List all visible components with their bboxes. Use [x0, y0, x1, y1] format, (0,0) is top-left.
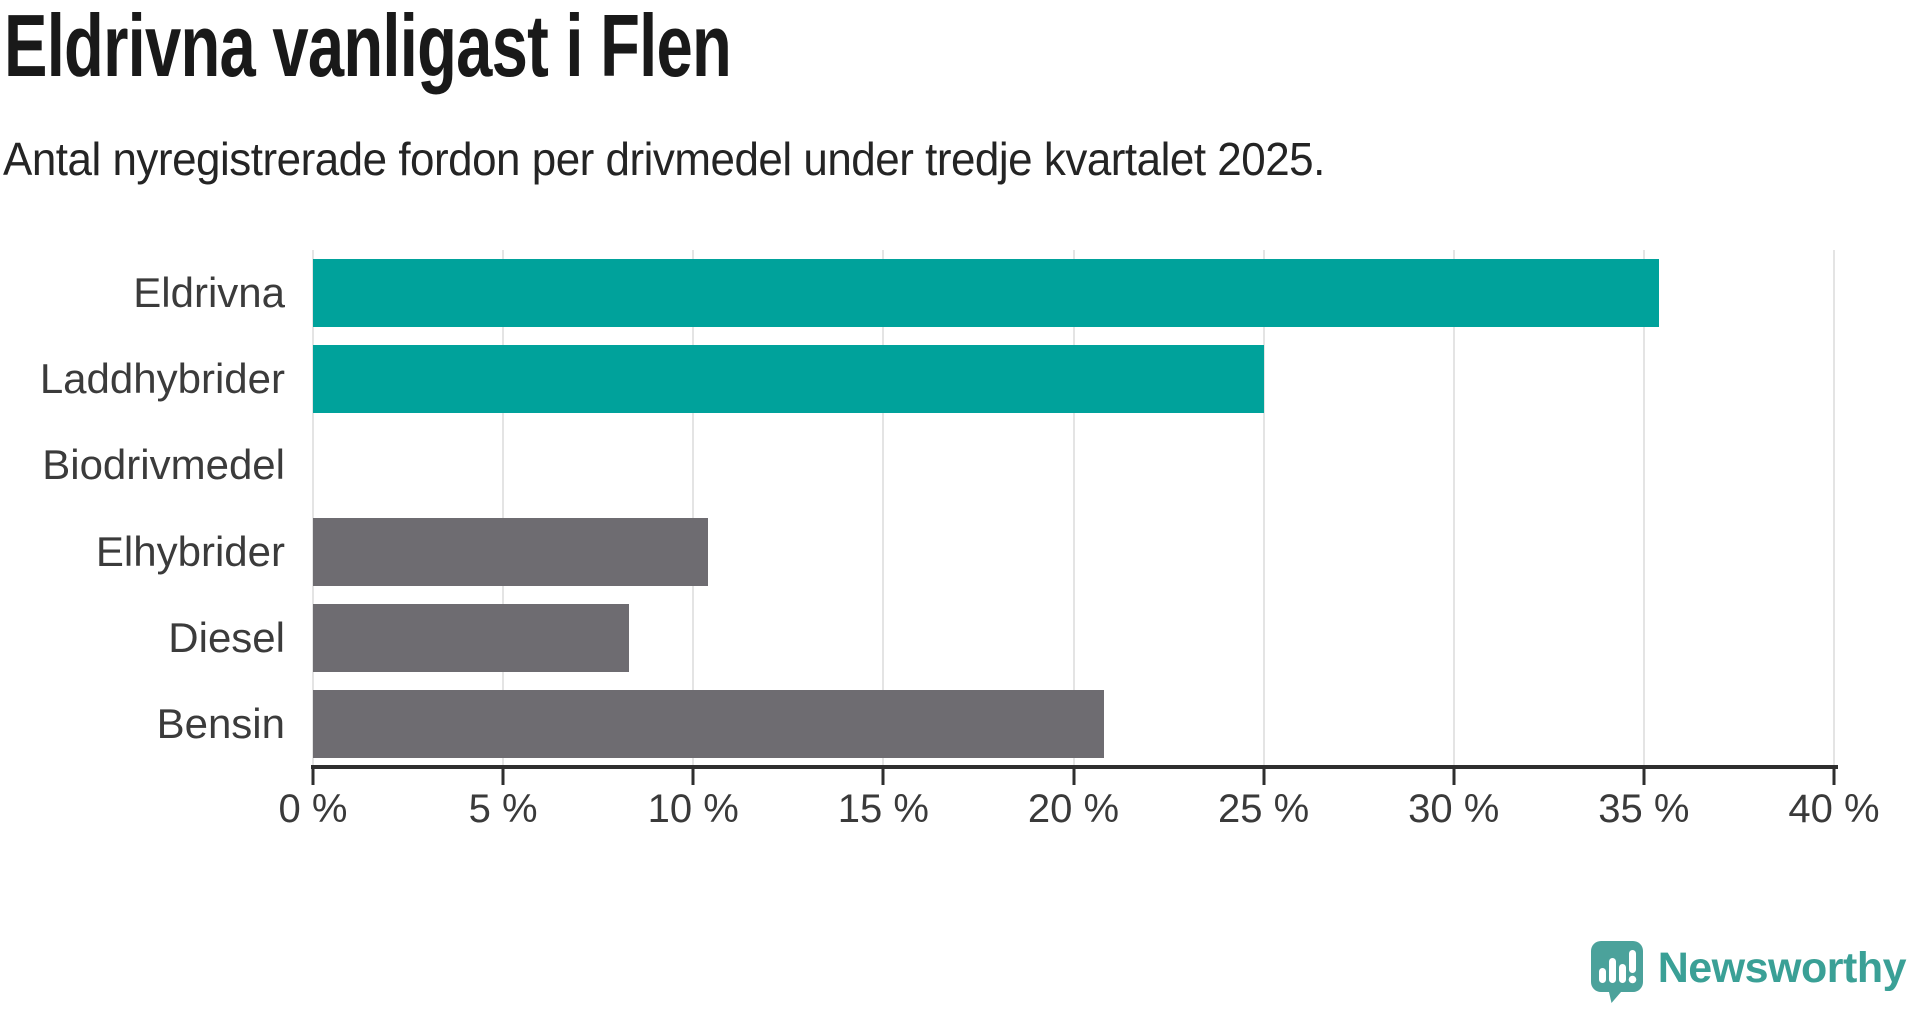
plot-area	[312, 250, 1835, 767]
category-label-eldrivna: Eldrivna	[133, 269, 285, 317]
x-tick-label-10: 10 %	[647, 787, 739, 831]
category-label-bensin: Bensin	[156, 699, 285, 747]
chart-subtitle: Antal nyregistrerade fordon per drivmede…	[3, 134, 1387, 185]
x-tick-label-20: 20 %	[1027, 787, 1120, 831]
gridline-15	[882, 250, 885, 767]
bar-laddhybrider	[313, 345, 1264, 414]
x-tick-20	[1072, 769, 1075, 785]
gridline-35	[1642, 250, 1645, 767]
gridline-25	[1262, 250, 1265, 767]
x-tick-label-0: 0 %	[278, 787, 348, 831]
newsworthy-wordmark: Newsworthy	[1657, 943, 1907, 992]
x-tick-label-5: 5 %	[468, 787, 538, 831]
x-tick-15	[881, 769, 885, 785]
category-label-laddhybrider: Laddhybrider	[39, 355, 285, 403]
x-tick-label-35: 35 %	[1598, 787, 1690, 831]
x-tick-5	[501, 769, 505, 785]
x-tick-label-30: 30 %	[1408, 787, 1500, 831]
bar-row-elhybrider	[313, 508, 1834, 594]
category-label-column: Eldrivna Laddhybrider Biodrivmedel Elhybrid…	[0, 250, 285, 767]
x-tick-25	[1262, 769, 1266, 785]
gridline-0	[312, 250, 314, 767]
x-tick-30	[1452, 769, 1456, 785]
x-tick-label-15: 15 %	[837, 787, 929, 831]
gridline-5	[502, 250, 505, 767]
x-axis-line	[311, 765, 1838, 769]
bar-diesel	[313, 603, 629, 672]
chart-title: Eldrivna vanligast i Flen	[4, 2, 986, 90]
bar-row-laddhybrider	[313, 336, 1834, 422]
chart-title-text: Eldrivna vanligast i Flen	[4, 0, 732, 95]
category-label-biodrivmedel: Biodrivmedel	[42, 441, 285, 489]
bar-row-eldrivna	[313, 250, 1834, 336]
x-tick-label-40: 40 %	[1788, 787, 1880, 831]
x-tick-35	[1642, 769, 1646, 785]
bar-row-bensin	[313, 681, 1834, 767]
bar-row-biodrivmedel	[313, 422, 1834, 508]
category-label-elhybrider: Elhybrider	[95, 527, 285, 575]
bar-bensin	[313, 689, 1104, 758]
x-tick-label-25: 25 %	[1218, 787, 1310, 831]
newsworthy-icon	[1590, 941, 1643, 1003]
x-tick-0	[311, 769, 315, 785]
gridline-40	[1833, 250, 1835, 767]
chart-subtitle-text: Antal nyregistrerade fordon per drivmede…	[3, 133, 1325, 185]
newsworthy-logo: Newsworthy	[1590, 940, 1907, 1004]
bar-row-diesel	[313, 595, 1834, 681]
gridline-20	[1072, 250, 1075, 767]
gridline-30	[1452, 250, 1455, 767]
bar-eldrivna	[313, 259, 1660, 328]
category-label-diesel: Diesel	[168, 613, 285, 661]
gridline-10	[692, 250, 695, 767]
bar-elhybrider	[313, 517, 709, 586]
x-tick-10	[691, 769, 695, 785]
x-tick-40	[1832, 769, 1836, 785]
